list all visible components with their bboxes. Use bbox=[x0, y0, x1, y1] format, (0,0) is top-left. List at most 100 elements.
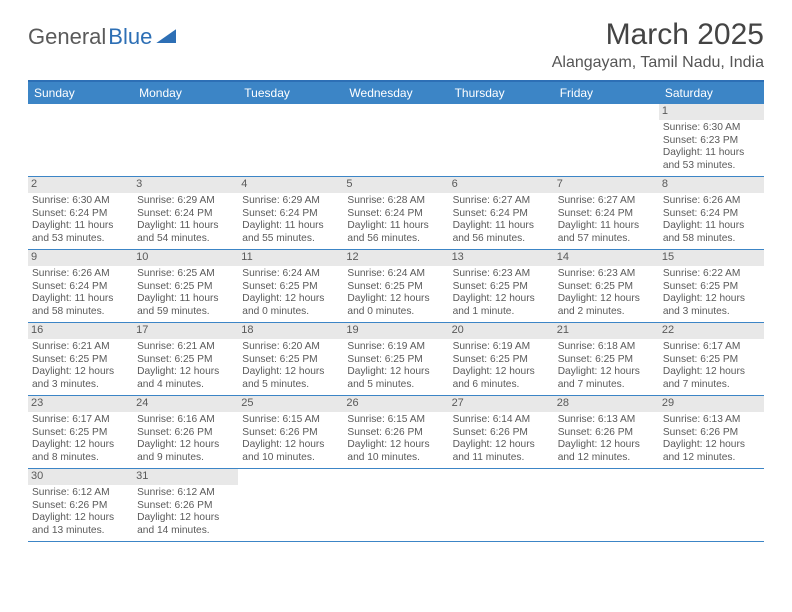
daylight-text: Daylight: 12 hours and 6 minutes. bbox=[453, 366, 550, 392]
sunset-text: Sunset: 6:26 PM bbox=[137, 427, 234, 440]
sunset-text: Sunset: 6:26 PM bbox=[32, 500, 129, 513]
week-row: 2Sunrise: 6:30 AMSunset: 6:24 PMDaylight… bbox=[28, 177, 764, 250]
day-number: 27 bbox=[449, 396, 554, 412]
day-number: 18 bbox=[238, 323, 343, 339]
day-cell: 17Sunrise: 6:21 AMSunset: 6:25 PMDayligh… bbox=[133, 323, 238, 396]
day-number: 20 bbox=[449, 323, 554, 339]
daylight-text: Daylight: 12 hours and 9 minutes. bbox=[137, 439, 234, 465]
day-cell: 20Sunrise: 6:19 AMSunset: 6:25 PMDayligh… bbox=[449, 323, 554, 396]
dayhead-sat: Saturday bbox=[659, 82, 764, 104]
day-cell: 14Sunrise: 6:23 AMSunset: 6:25 PMDayligh… bbox=[554, 250, 659, 323]
daylight-text: Daylight: 12 hours and 7 minutes. bbox=[663, 366, 760, 392]
sunrise-text: Sunrise: 6:23 AM bbox=[453, 268, 550, 281]
day-number: 28 bbox=[554, 396, 659, 412]
day-cell: 7Sunrise: 6:27 AMSunset: 6:24 PMDaylight… bbox=[554, 177, 659, 250]
daylight-text: Daylight: 11 hours and 54 minutes. bbox=[137, 220, 234, 246]
sunset-text: Sunset: 6:25 PM bbox=[663, 281, 760, 294]
daylight-text: Daylight: 12 hours and 0 minutes. bbox=[242, 293, 339, 319]
sunset-text: Sunset: 6:25 PM bbox=[453, 354, 550, 367]
sunrise-text: Sunrise: 6:27 AM bbox=[558, 195, 655, 208]
day-cell: 18Sunrise: 6:20 AMSunset: 6:25 PMDayligh… bbox=[238, 323, 343, 396]
daylight-text: Daylight: 12 hours and 12 minutes. bbox=[558, 439, 655, 465]
sunset-text: Sunset: 6:26 PM bbox=[137, 500, 234, 513]
sunset-text: Sunset: 6:25 PM bbox=[137, 281, 234, 294]
sunset-text: Sunset: 6:24 PM bbox=[347, 208, 444, 221]
day-number: 13 bbox=[449, 250, 554, 266]
week-row: 30Sunrise: 6:12 AMSunset: 6:26 PMDayligh… bbox=[28, 469, 764, 542]
sunrise-text: Sunrise: 6:18 AM bbox=[558, 341, 655, 354]
day-number: 29 bbox=[659, 396, 764, 412]
sunset-text: Sunset: 6:25 PM bbox=[453, 281, 550, 294]
day-number: 25 bbox=[238, 396, 343, 412]
day-cell bbox=[343, 104, 448, 177]
dayhead-fri: Friday bbox=[554, 82, 659, 104]
daylight-text: Daylight: 12 hours and 7 minutes. bbox=[558, 366, 655, 392]
daylight-text: Daylight: 11 hours and 56 minutes. bbox=[453, 220, 550, 246]
day-cell bbox=[449, 104, 554, 177]
daylight-text: Daylight: 12 hours and 12 minutes. bbox=[663, 439, 760, 465]
dayhead-sun: Sunday bbox=[28, 82, 133, 104]
sunset-text: Sunset: 6:25 PM bbox=[32, 354, 129, 367]
day-cell: 30Sunrise: 6:12 AMSunset: 6:26 PMDayligh… bbox=[28, 469, 133, 542]
sunrise-text: Sunrise: 6:21 AM bbox=[137, 341, 234, 354]
daylight-text: Daylight: 12 hours and 8 minutes. bbox=[32, 439, 129, 465]
day-cell: 4Sunrise: 6:29 AMSunset: 6:24 PMDaylight… bbox=[238, 177, 343, 250]
day-number: 11 bbox=[238, 250, 343, 266]
dayhead-mon: Monday bbox=[133, 82, 238, 104]
sunrise-text: Sunrise: 6:30 AM bbox=[663, 122, 760, 135]
sunrise-text: Sunrise: 6:16 AM bbox=[137, 414, 234, 427]
sunset-text: Sunset: 6:24 PM bbox=[242, 208, 339, 221]
sunrise-text: Sunrise: 6:20 AM bbox=[242, 341, 339, 354]
daylight-text: Daylight: 12 hours and 10 minutes. bbox=[242, 439, 339, 465]
day-cell bbox=[238, 469, 343, 542]
week-row: 1Sunrise: 6:30 AMSunset: 6:23 PMDaylight… bbox=[28, 104, 764, 177]
day-number: 30 bbox=[28, 469, 133, 485]
daylight-text: Daylight: 12 hours and 0 minutes. bbox=[347, 293, 444, 319]
sunrise-text: Sunrise: 6:22 AM bbox=[663, 268, 760, 281]
day-cell: 27Sunrise: 6:14 AMSunset: 6:26 PMDayligh… bbox=[449, 396, 554, 469]
sunset-text: Sunset: 6:24 PM bbox=[32, 281, 129, 294]
sunrise-text: Sunrise: 6:26 AM bbox=[663, 195, 760, 208]
day-number: 22 bbox=[659, 323, 764, 339]
sunset-text: Sunset: 6:24 PM bbox=[558, 208, 655, 221]
day-number: 19 bbox=[343, 323, 448, 339]
day-number: 1 bbox=[659, 104, 764, 120]
dayhead-thu: Thursday bbox=[449, 82, 554, 104]
day-cell: 25Sunrise: 6:15 AMSunset: 6:26 PMDayligh… bbox=[238, 396, 343, 469]
sunset-text: Sunset: 6:25 PM bbox=[663, 354, 760, 367]
day-cell bbox=[28, 104, 133, 177]
day-number: 6 bbox=[449, 177, 554, 193]
daylight-text: Daylight: 12 hours and 2 minutes. bbox=[558, 293, 655, 319]
sunset-text: Sunset: 6:25 PM bbox=[32, 427, 129, 440]
sunrise-text: Sunrise: 6:14 AM bbox=[453, 414, 550, 427]
day-number: 5 bbox=[343, 177, 448, 193]
sunset-text: Sunset: 6:24 PM bbox=[663, 208, 760, 221]
day-number: 21 bbox=[554, 323, 659, 339]
daylight-text: Daylight: 12 hours and 3 minutes. bbox=[32, 366, 129, 392]
sunrise-text: Sunrise: 6:28 AM bbox=[347, 195, 444, 208]
day-number: 31 bbox=[133, 469, 238, 485]
day-number: 9 bbox=[28, 250, 133, 266]
sunrise-text: Sunrise: 6:24 AM bbox=[242, 268, 339, 281]
day-number: 23 bbox=[28, 396, 133, 412]
sunset-text: Sunset: 6:24 PM bbox=[32, 208, 129, 221]
daylight-text: Daylight: 12 hours and 14 minutes. bbox=[137, 512, 234, 538]
day-cell: 28Sunrise: 6:13 AMSunset: 6:26 PMDayligh… bbox=[554, 396, 659, 469]
day-cell: 15Sunrise: 6:22 AMSunset: 6:25 PMDayligh… bbox=[659, 250, 764, 323]
sunset-text: Sunset: 6:23 PM bbox=[663, 135, 760, 148]
daylight-text: Daylight: 12 hours and 4 minutes. bbox=[137, 366, 234, 392]
day-number: 12 bbox=[343, 250, 448, 266]
day-number: 26 bbox=[343, 396, 448, 412]
daylight-text: Daylight: 11 hours and 57 minutes. bbox=[558, 220, 655, 246]
weeks-container: 1 Sunrise: 6:30 AMSunset: 6:23 PM Daylight… bbox=[28, 104, 764, 542]
sunset-text: Sunset: 6:25 PM bbox=[137, 354, 234, 367]
sunset-text: Sunset: 6:24 PM bbox=[137, 208, 234, 221]
day-number: 2 bbox=[28, 177, 133, 193]
sunset-text: Sunset: 6:26 PM bbox=[242, 427, 339, 440]
day-cell: 10Sunrise: 6:25 AMSunset: 6:25 PMDayligh… bbox=[133, 250, 238, 323]
day-cell: 8Sunrise: 6:26 AMSunset: 6:24 PMDaylight… bbox=[659, 177, 764, 250]
sunrise-text: Sunrise: 6:13 AM bbox=[663, 414, 760, 427]
sunrise-text: Sunrise: 6:26 AM bbox=[32, 268, 129, 281]
day-cell: 23Sunrise: 6:17 AMSunset: 6:25 PMDayligh… bbox=[28, 396, 133, 469]
day-cell: 29Sunrise: 6:13 AMSunset: 6:26 PMDayligh… bbox=[659, 396, 764, 469]
